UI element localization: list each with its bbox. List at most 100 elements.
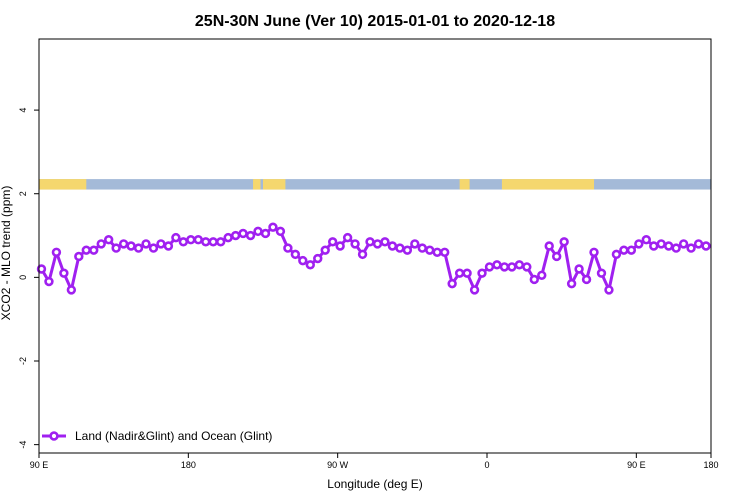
data-point — [201, 237, 211, 247]
data-point — [208, 237, 218, 247]
data-point — [36, 264, 47, 274]
data-point — [559, 237, 569, 247]
data-point — [290, 249, 301, 260]
data-point — [133, 243, 144, 253]
data-point — [551, 251, 562, 262]
data-point — [522, 262, 532, 272]
data-point — [574, 264, 584, 274]
data-point — [230, 230, 241, 241]
x-tick-label: 180 — [181, 460, 196, 470]
data-point — [477, 268, 487, 278]
data-point — [350, 239, 360, 249]
data-point — [275, 226, 286, 237]
data-point — [395, 243, 405, 253]
data-point — [74, 251, 84, 262]
data-point — [432, 247, 442, 257]
data-point — [663, 241, 674, 251]
legend: Land (Nadir&Glint) and Ocean (Glint) — [42, 429, 272, 443]
land-band-segment — [501, 179, 595, 190]
plot-area — [36, 38, 712, 454]
x-axis-label: Longitude (deg E) — [327, 477, 422, 491]
data-point — [410, 239, 420, 249]
data-point — [66, 285, 77, 295]
data-point — [447, 278, 457, 289]
data-point — [439, 247, 450, 257]
data-point — [544, 241, 554, 251]
y-axis-label: XCO2 - MLO trend (ppm) — [0, 186, 13, 321]
data-point — [268, 222, 278, 232]
land-band-segment — [263, 179, 286, 190]
data-point — [469, 285, 480, 295]
data-point — [425, 245, 435, 255]
data-point — [462, 268, 472, 278]
data-point — [313, 253, 323, 264]
legend-point-marker — [49, 431, 59, 441]
data-point — [283, 243, 293, 253]
x-tick-label: 90 E — [627, 460, 646, 470]
y-tick-label: 4 — [18, 108, 28, 113]
chart-title: 25N-30N June (Ver 10) 2015-01-01 to 2020… — [195, 13, 555, 30]
data-point — [701, 241, 711, 251]
data-point — [380, 237, 390, 247]
data-point — [163, 241, 174, 251]
data-point — [215, 237, 226, 247]
data-point — [604, 285, 614, 295]
data-point — [253, 226, 263, 237]
data-point — [402, 245, 413, 255]
data-point — [686, 243, 696, 253]
data-point — [626, 245, 637, 255]
data-point — [671, 243, 681, 253]
data-point — [186, 235, 196, 245]
data-point — [178, 237, 189, 247]
data-point — [44, 276, 54, 287]
x-axis: 90 E 180 90 W 0 90 E 180 — [30, 453, 719, 470]
ocean-band — [39, 179, 711, 190]
data-point — [245, 230, 256, 241]
data-point — [126, 241, 136, 251]
y-tick-label: 0 — [18, 275, 28, 280]
data-point — [611, 249, 622, 260]
data-point — [596, 268, 607, 278]
x-tick-label: 180 — [703, 460, 718, 470]
x-tick-label: 0 — [484, 460, 489, 470]
data-point — [634, 239, 644, 249]
y-tick-label: 2 — [18, 191, 28, 196]
data-point — [103, 235, 114, 245]
data-point — [365, 237, 375, 247]
data-point — [619, 245, 629, 255]
data-point — [566, 278, 577, 289]
data-point — [223, 232, 233, 243]
data-point — [111, 243, 121, 253]
y-axis: -4 -2 0 2 4 — [18, 108, 39, 449]
data-point — [529, 274, 539, 285]
series-line — [40, 225, 707, 292]
data-point — [156, 239, 166, 249]
data-point — [372, 239, 383, 249]
data-point — [260, 228, 271, 239]
data-point — [335, 241, 345, 251]
data-point — [96, 239, 106, 249]
x-tick-label: 90 E — [30, 460, 49, 470]
data-point — [298, 255, 308, 266]
data-point — [59, 268, 69, 278]
data-point — [89, 245, 99, 255]
data-point — [581, 274, 592, 285]
data-point — [649, 241, 659, 251]
data-point — [484, 262, 495, 272]
y-tick-label: -4 — [18, 441, 28, 449]
data-point — [492, 260, 502, 270]
x-tick-label: 90 W — [327, 460, 349, 470]
plot-frame — [38, 38, 712, 454]
data-point — [678, 239, 689, 249]
data-point — [148, 243, 159, 253]
data-point — [193, 235, 203, 245]
land-band-segment — [39, 179, 87, 190]
data-point — [320, 245, 330, 255]
data-point — [656, 239, 666, 249]
data-point — [118, 239, 129, 249]
data-point — [499, 262, 510, 272]
data-point — [589, 247, 599, 257]
data-point — [141, 239, 151, 249]
data-point — [342, 232, 353, 243]
